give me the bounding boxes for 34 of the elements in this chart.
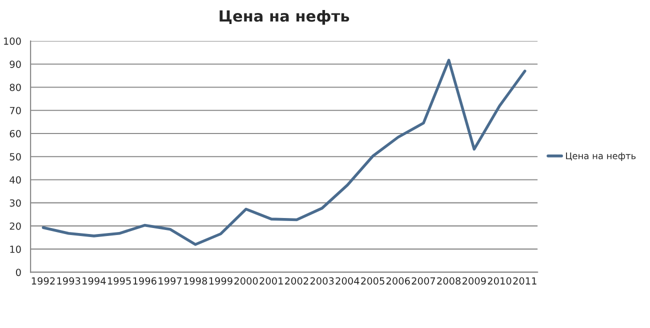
y-tick-label: 100 <box>4 37 21 45</box>
x-tick-label: 2006 <box>386 277 410 285</box>
x-tick-label: 1997 <box>158 277 182 285</box>
x-tick-label: 1993 <box>57 277 80 285</box>
y-tick-label: 50 <box>10 153 21 160</box>
x-tick-label: 2001 <box>260 277 283 285</box>
y-tick-label: 20 <box>10 222 21 230</box>
x-tick-label: 2009 <box>462 277 486 285</box>
x-tick-label: 1996 <box>133 277 156 285</box>
y-tick-label: 60 <box>10 130 21 138</box>
y-tick-label: 70 <box>10 106 21 114</box>
x-tick-label: 2004 <box>336 277 360 285</box>
chart-title: Цена на нефть <box>220 10 350 25</box>
x-tick-label: 2003 <box>310 277 334 285</box>
legend-label: Цена на нефть <box>566 152 636 161</box>
x-tick-label: 2008 <box>437 277 461 285</box>
y-tick-label: 30 <box>10 199 21 207</box>
x-tick-label: 2000 <box>234 277 258 285</box>
x-tick-label: 1999 <box>209 277 232 285</box>
line-series <box>42 58 526 246</box>
x-tick-label: 1992 <box>32 277 55 285</box>
x-tick-label: 2005 <box>361 277 384 285</box>
x-tick-label: 2011 <box>513 277 536 285</box>
x-tick-label: 1995 <box>108 277 131 285</box>
y-tick-label: 80 <box>10 84 21 92</box>
x-tick-label: 1994 <box>82 277 106 285</box>
x-tick-label: 2010 <box>488 277 512 285</box>
y-tick-label: 40 <box>10 176 21 184</box>
y-tick-label: 90 <box>10 60 21 68</box>
y-tick-label: 0 <box>16 268 21 276</box>
x-tick-label: 1998 <box>184 277 208 285</box>
y-tick-label: 10 <box>10 246 21 253</box>
x-tick-label: 2007 <box>412 277 436 285</box>
x-tick-label: 2002 <box>285 277 308 285</box>
